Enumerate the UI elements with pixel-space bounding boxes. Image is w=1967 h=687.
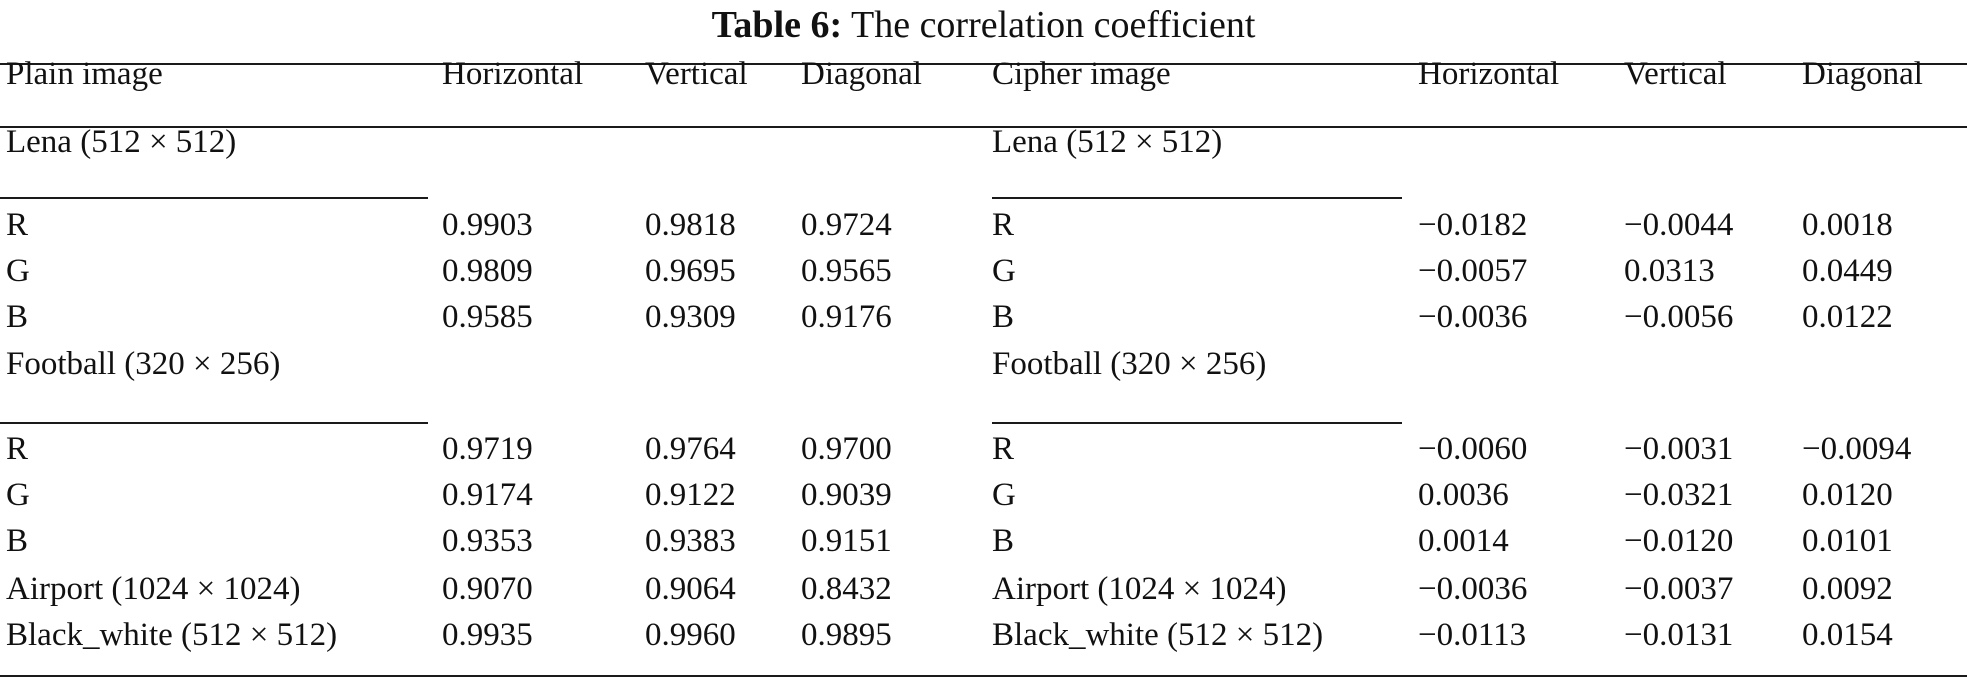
cipher-row-3-diagonal: 0.0449 bbox=[1802, 253, 1893, 289]
plain-row-7-diagonal: 0.9039 bbox=[801, 477, 892, 513]
cipher-row-2-image: R bbox=[992, 207, 1015, 243]
plain-row-9-diagonal: 0.8432 bbox=[801, 571, 892, 607]
bottom-rule bbox=[0, 675, 1967, 677]
plain-row-10-image: Black_white (512 × 512) bbox=[6, 617, 338, 653]
plain-row-7-vertical: 0.9122 bbox=[645, 477, 736, 513]
cipher-header-diagonal: Diagonal bbox=[1802, 56, 1923, 92]
group-rule-football-cipher bbox=[992, 422, 1402, 424]
cipher-row-10-diagonal: 0.0154 bbox=[1802, 617, 1893, 653]
cipher-row-7-vertical: −0.0321 bbox=[1624, 477, 1734, 513]
plain-row-7-horizontal: 0.9174 bbox=[442, 477, 533, 513]
plain-row-8-image: B bbox=[6, 523, 29, 559]
cipher-header-horizontal: Horizontal bbox=[1418, 56, 1560, 92]
group-rule-lena-cipher bbox=[992, 197, 1402, 199]
cipher-row-10-horizontal: −0.0113 bbox=[1418, 617, 1527, 653]
cipher-row-3-image: G bbox=[992, 253, 1016, 289]
plain-row-2-vertical: 0.9818 bbox=[645, 207, 736, 243]
plain-row-9-vertical: 0.9064 bbox=[645, 571, 736, 607]
plain-row-9-horizontal: 0.9070 bbox=[442, 571, 533, 607]
plain-row-6-image: R bbox=[6, 431, 29, 467]
plain-row-4-diagonal: 0.9176 bbox=[801, 299, 892, 335]
plain-row-6-diagonal: 0.9700 bbox=[801, 431, 892, 467]
cipher-row-3-horizontal: −0.0057 bbox=[1418, 253, 1528, 289]
plain-row-10-vertical: 0.9960 bbox=[645, 617, 736, 653]
cipher-row-6-vertical: −0.0031 bbox=[1624, 431, 1734, 467]
plain-row-3-vertical: 0.9695 bbox=[645, 253, 736, 289]
header-rule bbox=[0, 126, 1967, 128]
cipher-row-1-image: Lena (512 × 512) bbox=[992, 124, 1223, 160]
cipher-row-4-vertical: −0.0056 bbox=[1624, 299, 1734, 335]
cipher-row-2-diagonal: 0.0018 bbox=[1802, 207, 1893, 243]
cipher-row-7-horizontal: 0.0036 bbox=[1418, 477, 1509, 513]
plain-header-diagonal: Diagonal bbox=[801, 56, 922, 92]
cipher-row-4-horizontal: −0.0036 bbox=[1418, 299, 1528, 335]
plain-row-6-vertical: 0.9764 bbox=[645, 431, 736, 467]
plain-row-3-image: G bbox=[6, 253, 30, 289]
plain-row-4-vertical: 0.9309 bbox=[645, 299, 736, 335]
cipher-row-6-diagonal: −0.0094 bbox=[1802, 431, 1912, 467]
cipher-row-3-vertical: 0.0313 bbox=[1624, 253, 1715, 289]
cipher-row-4-image: B bbox=[992, 299, 1015, 335]
cipher-row-2-horizontal: −0.0182 bbox=[1418, 207, 1528, 243]
cipher-row-6-image: R bbox=[992, 431, 1015, 467]
plain-header-vertical: Vertical bbox=[645, 56, 748, 92]
plain-row-6-horizontal: 0.9719 bbox=[442, 431, 533, 467]
cipher-row-4-diagonal: 0.0122 bbox=[1802, 299, 1893, 335]
table-caption: Table 6: The correlation coefficient bbox=[0, 0, 1967, 50]
plain-row-9-image: Airport (1024 × 1024) bbox=[6, 571, 301, 607]
cipher-row-6-horizontal: −0.0060 bbox=[1418, 431, 1528, 467]
plain-row-8-diagonal: 0.9151 bbox=[801, 523, 892, 559]
top-rule bbox=[0, 63, 1967, 65]
table-caption-text: The correlation coefficient bbox=[850, 4, 1256, 46]
plain-row-2-image: R bbox=[6, 207, 29, 243]
group-rule-football-plain bbox=[0, 422, 428, 424]
cipher-row-8-vertical: −0.0120 bbox=[1624, 523, 1734, 559]
plain-row-10-diagonal: 0.9895 bbox=[801, 617, 892, 653]
cipher-row-5-image: Football (320 × 256) bbox=[992, 346, 1267, 382]
cipher-row-9-horizontal: −0.0036 bbox=[1418, 571, 1528, 607]
cipher-row-10-image: Black_white (512 × 512) bbox=[992, 617, 1324, 653]
group-rule-lena-plain bbox=[0, 197, 428, 199]
plain-row-7-image: G bbox=[6, 477, 30, 513]
plain-row-2-horizontal: 0.9903 bbox=[442, 207, 533, 243]
plain-row-8-vertical: 0.9383 bbox=[645, 523, 736, 559]
plain-row-5-image: Football (320 × 256) bbox=[6, 346, 281, 382]
plain-row-1-image: Lena (512 × 512) bbox=[6, 124, 237, 160]
cipher-row-8-diagonal: 0.0101 bbox=[1802, 523, 1893, 559]
cipher-row-8-horizontal: 0.0014 bbox=[1418, 523, 1509, 559]
plain-row-3-horizontal: 0.9809 bbox=[442, 253, 533, 289]
cipher-row-10-vertical: −0.0131 bbox=[1624, 617, 1734, 653]
cipher-row-9-image: Airport (1024 × 1024) bbox=[992, 571, 1287, 607]
plain-header-image: Plain image bbox=[6, 56, 163, 92]
plain-row-2-diagonal: 0.9724 bbox=[801, 207, 892, 243]
cipher-row-9-vertical: −0.0037 bbox=[1624, 571, 1734, 607]
table-caption-label: Table 6: bbox=[711, 4, 843, 46]
plain-row-10-horizontal: 0.9935 bbox=[442, 617, 533, 653]
plain-row-8-horizontal: 0.9353 bbox=[442, 523, 533, 559]
cipher-row-7-image: G bbox=[992, 477, 1016, 513]
cipher-row-8-image: B bbox=[992, 523, 1015, 559]
plain-row-3-diagonal: 0.9565 bbox=[801, 253, 892, 289]
plain-header-horizontal: Horizontal bbox=[442, 56, 584, 92]
cipher-row-9-diagonal: 0.0092 bbox=[1802, 571, 1893, 607]
cipher-row-2-vertical: −0.0044 bbox=[1624, 207, 1734, 243]
cipher-row-7-diagonal: 0.0120 bbox=[1802, 477, 1893, 513]
cipher-header-image: Cipher image bbox=[992, 56, 1171, 92]
plain-row-4-horizontal: 0.9585 bbox=[442, 299, 533, 335]
cipher-header-vertical: Vertical bbox=[1624, 56, 1727, 92]
plain-row-4-image: B bbox=[6, 299, 29, 335]
